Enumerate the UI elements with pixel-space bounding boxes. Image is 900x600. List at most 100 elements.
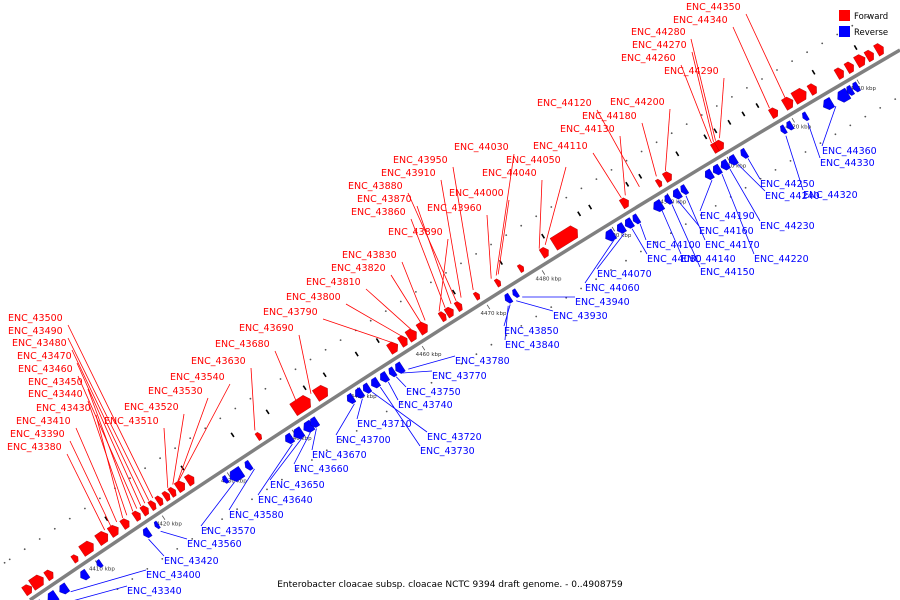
- forward-gene-label[interactable]: ENC_43410: [16, 416, 71, 427]
- forward-gene-label[interactable]: ENC_43470: [17, 351, 72, 362]
- reverse-gene[interactable]: [47, 590, 60, 600]
- reverse-gene-label[interactable]: ENC_43730: [420, 446, 475, 457]
- reverse-gene[interactable]: [142, 527, 153, 539]
- forward-gene-label[interactable]: ENC_43880: [348, 181, 403, 192]
- forward-gene[interactable]: [437, 311, 447, 323]
- forward-gene[interactable]: [289, 395, 311, 417]
- reverse-gene[interactable]: [244, 459, 254, 471]
- reverse-gene[interactable]: [293, 426, 306, 440]
- reverse-gene-label[interactable]: ENC_44320: [803, 190, 858, 201]
- forward-gene-label[interactable]: ENC_44340: [673, 15, 728, 26]
- reverse-gene[interactable]: [720, 158, 731, 171]
- reverse-gene-label[interactable]: ENC_44140: [681, 254, 736, 265]
- reverse-gene[interactable]: [153, 520, 161, 530]
- reverse-gene-label[interactable]: ENC_44330: [820, 158, 875, 169]
- reverse-gene[interactable]: [852, 81, 862, 93]
- reverse-gene-label[interactable]: ENC_43710: [357, 419, 412, 430]
- forward-gene[interactable]: [28, 574, 44, 591]
- forward-gene[interactable]: [119, 518, 130, 530]
- forward-gene-label[interactable]: ENC_43520: [124, 402, 179, 413]
- forward-gene-label[interactable]: ENC_43490: [8, 326, 63, 337]
- forward-gene[interactable]: [443, 306, 454, 319]
- forward-gene[interactable]: [154, 495, 164, 507]
- reverse-gene[interactable]: [512, 288, 520, 299]
- reverse-gene-label[interactable]: ENC_43420: [164, 556, 219, 567]
- forward-gene[interactable]: [538, 247, 549, 259]
- forward-gene-label[interactable]: ENC_43500: [8, 313, 63, 324]
- forward-gene-label[interactable]: ENC_44040: [482, 168, 537, 179]
- reverse-gene-label[interactable]: ENC_43560: [187, 539, 242, 550]
- forward-gene[interactable]: [311, 384, 328, 402]
- forward-gene-label[interactable]: ENC_43450: [28, 377, 83, 388]
- reverse-gene-label[interactable]: ENC_43850: [504, 326, 559, 337]
- reverse-gene[interactable]: [285, 432, 296, 445]
- reverse-gene[interactable]: [346, 392, 357, 405]
- forward-gene[interactable]: [397, 335, 408, 348]
- forward-gene[interactable]: [173, 480, 185, 494]
- reverse-gene[interactable]: [740, 147, 750, 159]
- forward-gene[interactable]: [139, 505, 149, 517]
- forward-gene[interactable]: [131, 510, 141, 522]
- forward-gene-label[interactable]: ENC_43890: [388, 227, 443, 238]
- forward-gene[interactable]: [768, 107, 779, 119]
- reverse-gene-label[interactable]: ENC_43770: [432, 371, 487, 382]
- reverse-gene[interactable]: [728, 154, 739, 166]
- forward-gene-label[interactable]: ENC_43860: [351, 207, 406, 218]
- reverse-gene-label[interactable]: ENC_44220: [754, 254, 809, 265]
- forward-gene[interactable]: [781, 96, 794, 111]
- forward-gene[interactable]: [147, 500, 157, 512]
- reverse-gene[interactable]: [388, 366, 398, 378]
- forward-gene-label[interactable]: ENC_44030: [454, 142, 509, 153]
- forward-gene-label[interactable]: ENC_43810: [306, 277, 361, 288]
- forward-gene[interactable]: [493, 278, 502, 288]
- forward-gene-label[interactable]: ENC_44270: [632, 40, 687, 51]
- forward-gene-label[interactable]: ENC_43430: [36, 403, 91, 414]
- reverse-gene-label[interactable]: ENC_43580: [229, 510, 284, 521]
- forward-gene-label[interactable]: ENC_43510: [104, 416, 159, 427]
- forward-gene-label[interactable]: ENC_43380: [7, 442, 62, 453]
- reverse-gene[interactable]: [672, 187, 683, 200]
- forward-gene-label[interactable]: ENC_43960: [427, 203, 482, 214]
- forward-gene-label[interactable]: ENC_44120: [537, 98, 592, 109]
- forward-gene[interactable]: [21, 584, 33, 597]
- forward-gene[interactable]: [70, 554, 79, 564]
- reverse-gene[interactable]: [371, 376, 382, 389]
- reverse-gene[interactable]: [80, 568, 91, 581]
- reverse-gene[interactable]: [846, 84, 856, 96]
- forward-gene[interactable]: [661, 171, 672, 183]
- reverse-gene[interactable]: [823, 97, 836, 111]
- reverse-gene-label[interactable]: ENC_43400: [146, 570, 201, 581]
- reverse-gene[interactable]: [664, 193, 674, 205]
- forward-gene-label[interactable]: ENC_44350: [686, 2, 741, 13]
- reverse-gene[interactable]: [310, 416, 321, 428]
- forward-gene-label[interactable]: ENC_44130: [560, 124, 615, 135]
- reverse-gene-label[interactable]: ENC_44100: [646, 240, 701, 251]
- forward-gene[interactable]: [873, 43, 884, 57]
- reverse-gene-label[interactable]: ENC_43930: [553, 311, 608, 322]
- forward-gene-label[interactable]: ENC_44290: [664, 66, 719, 77]
- forward-gene[interactable]: [714, 139, 724, 152]
- forward-gene-label[interactable]: ENC_43390: [10, 429, 65, 440]
- forward-gene[interactable]: [106, 524, 119, 538]
- forward-gene[interactable]: [806, 83, 817, 96]
- forward-gene[interactable]: [472, 291, 481, 301]
- reverse-gene-label[interactable]: ENC_43740: [398, 400, 453, 411]
- reverse-gene-label[interactable]: ENC_44190: [700, 211, 755, 222]
- forward-gene[interactable]: [94, 531, 109, 546]
- forward-gene[interactable]: [78, 540, 94, 557]
- forward-gene[interactable]: [549, 225, 578, 251]
- forward-gene[interactable]: [453, 301, 463, 313]
- forward-gene[interactable]: [863, 49, 874, 63]
- reverse-gene-label[interactable]: ENC_44160: [699, 226, 754, 237]
- forward-gene-label[interactable]: ENC_44260: [621, 53, 676, 64]
- forward-gene-label[interactable]: ENC_44110: [533, 141, 588, 152]
- forward-gene-label[interactable]: ENC_43460: [18, 364, 73, 375]
- reverse-gene-label[interactable]: ENC_43700: [336, 435, 391, 446]
- forward-gene-label[interactable]: ENC_43790: [263, 307, 318, 318]
- reverse-gene[interactable]: [303, 419, 316, 433]
- forward-gene[interactable]: [618, 197, 629, 210]
- reverse-gene[interactable]: [59, 582, 71, 595]
- forward-gene[interactable]: [853, 54, 866, 69]
- reverse-gene-label[interactable]: ENC_43660: [294, 464, 349, 475]
- reverse-gene-label[interactable]: ENC_44170: [705, 240, 760, 251]
